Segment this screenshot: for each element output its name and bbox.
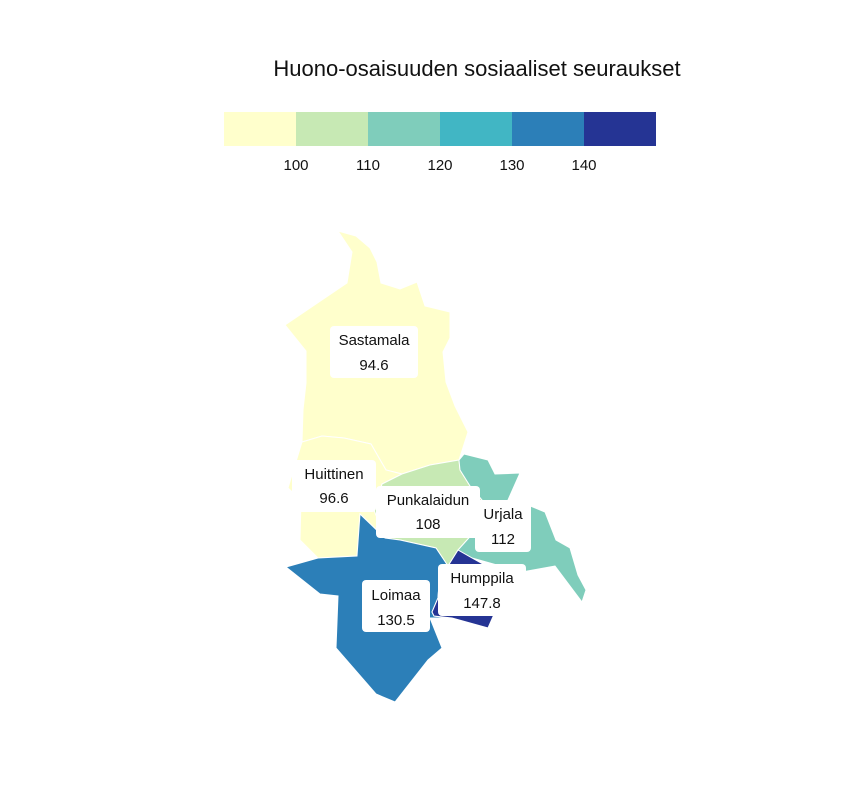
label-box: [438, 564, 526, 616]
label-box: [362, 580, 430, 632]
legend-swatch: [440, 112, 512, 146]
region-name-label: Sastamala: [339, 332, 411, 349]
region-name-label: Urjala: [483, 506, 523, 523]
legend-swatch: [368, 112, 440, 146]
region-value-label: 130.5: [377, 612, 415, 629]
region-value-label: 147.8: [463, 595, 501, 612]
label-box: [292, 460, 376, 512]
legend-tick: 100: [283, 157, 308, 174]
region-name-label: Humppila: [450, 570, 514, 587]
region-name-label: Punkalaidun: [387, 492, 470, 509]
label-box: [376, 486, 480, 538]
legend: 100 110 120 130 140: [224, 112, 656, 174]
map-title: Huono-osaisuuden sosiaaliset seuraukset: [273, 56, 681, 81]
legend-swatch: [224, 112, 296, 146]
region-value-label: 96.6: [319, 490, 348, 507]
legend-tick: 130: [499, 157, 524, 174]
region-value-label: 108: [415, 516, 440, 533]
region-labels: Sastamala 94.6 Huittinen 96.6 Punkalaidu…: [292, 326, 531, 632]
legend-tick: 140: [571, 157, 596, 174]
legend-swatch: [584, 112, 656, 146]
legend-tick: 110: [356, 157, 380, 174]
legend-swatch: [296, 112, 368, 146]
region-value-label: 112: [491, 531, 515, 548]
label-box: [330, 326, 418, 378]
region-name-label: Huittinen: [304, 466, 363, 483]
legend-tick: 120: [427, 157, 452, 174]
label-box: [475, 500, 531, 552]
legend-swatch: [512, 112, 584, 146]
region-value-label: 94.6: [359, 357, 388, 374]
region-name-label: Loimaa: [371, 587, 421, 604]
